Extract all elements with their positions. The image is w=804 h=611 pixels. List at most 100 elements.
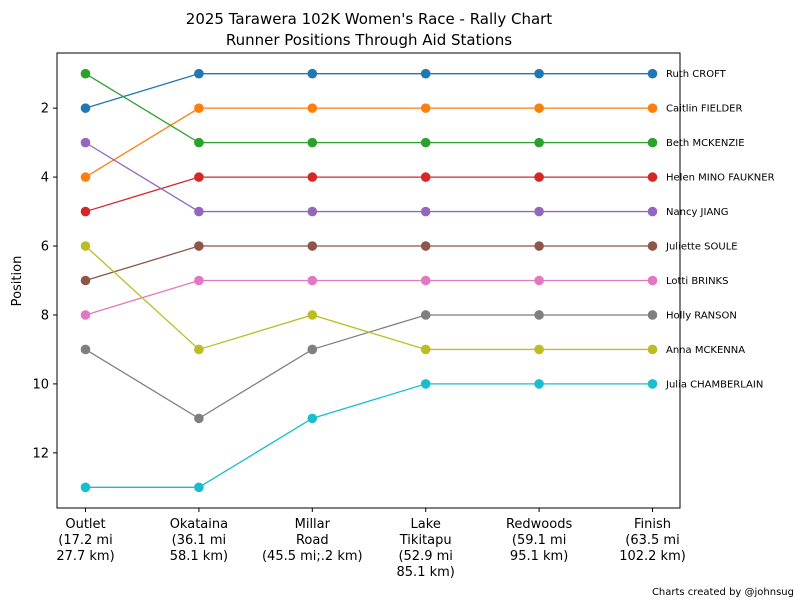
data-point: [307, 275, 318, 286]
data-point: [80, 275, 91, 286]
series-line: [85, 383, 653, 488]
data-point: [647, 172, 658, 182]
data-point: [194, 68, 204, 79]
x-tick-label: Lake Tikitapu (52.9 mi 85.1 km): [397, 517, 455, 580]
data-point: [80, 241, 91, 251]
data-point: [420, 137, 431, 148]
data-point: [534, 241, 544, 251]
data-point: [194, 344, 204, 355]
data-point: [534, 103, 544, 113]
data-point: [80, 344, 91, 355]
x-tick-label-line: 58.1 km): [170, 549, 228, 564]
x-tick-label-line: Okataina: [170, 517, 228, 532]
x-tick-label-line: (17.2 mi: [58, 533, 112, 548]
runner-label: Ruth CROFT: [666, 69, 727, 80]
data-point: [647, 344, 658, 355]
data-point: [420, 68, 431, 79]
data-point: [307, 344, 318, 355]
y-tick-label: 4: [41, 171, 49, 186]
data-point: [420, 103, 431, 113]
x-tick-label-line: Road: [296, 533, 329, 548]
data-point: [194, 413, 204, 424]
y-tick-label: 6: [41, 240, 49, 255]
x-tick-label: Redwoods (59.1 mi 95.1 km): [506, 517, 572, 564]
data-point: [80, 206, 91, 217]
data-point: [420, 172, 431, 182]
chart-title: 2025 Tarawera 102K Women's Race - Rally …: [186, 10, 553, 28]
series-line: [85, 107, 653, 178]
runner-label: Anna MCKENNA: [666, 345, 745, 356]
data-point: [80, 68, 91, 79]
data-point: [194, 206, 204, 217]
data-point: [194, 103, 204, 113]
data-point: [647, 310, 658, 320]
data-point: [194, 241, 204, 251]
data-point: [80, 310, 91, 320]
runner-label: Lotti BRINKS: [666, 276, 728, 287]
series-line: [85, 73, 653, 144]
x-tick-label-line: Redwoods: [506, 517, 572, 532]
series-line: [85, 245, 653, 351]
data-point: [307, 413, 318, 424]
data-point: [420, 206, 431, 217]
data-point: [307, 172, 318, 182]
runner-label: Caitlin FIELDER: [666, 104, 742, 115]
y-tick-label: 2: [41, 102, 49, 117]
x-tick-label-line: (63.5 mi: [625, 533, 679, 548]
data-point: [647, 68, 658, 79]
chart-subtitle: Runner Positions Through Aid Stations: [226, 31, 512, 49]
data-point: [194, 172, 204, 182]
data-point: [647, 206, 658, 217]
data-point: [80, 172, 91, 182]
x-tick-label-line: Lake: [411, 517, 441, 532]
data-point: [534, 68, 544, 79]
series-line: [85, 314, 653, 420]
x-tick-label-line: 27.7 km): [56, 549, 114, 564]
x-tick-label-line: Finish: [634, 517, 671, 532]
data-point: [80, 482, 91, 493]
x-tick-label-line: Tikitapu: [399, 533, 452, 548]
series-line: [85, 245, 653, 282]
x-tick-label-line: (45.5 mi;.2 km): [262, 549, 363, 564]
runner-label: Julia CHAMBERLAIN: [665, 379, 763, 390]
y-tick-label: 8: [41, 308, 49, 323]
data-point: [194, 137, 204, 148]
data-point: [534, 172, 544, 182]
y-tick-label: 12: [32, 446, 49, 461]
x-tick-label-line: Millar: [295, 517, 331, 532]
data-point: [307, 310, 318, 320]
runner-label: Helen MINO FAUKNER: [666, 173, 775, 184]
data-point: [307, 103, 318, 113]
data-point: [307, 137, 318, 148]
data-point: [307, 68, 318, 79]
runner-label: Holly RANSON: [666, 310, 737, 321]
data-point: [420, 241, 431, 251]
runner-label: Juliette SOULE: [665, 242, 738, 253]
x-tick-label-line: (52.9 mi: [398, 549, 452, 564]
runner-label: Nancy JIANG: [666, 207, 729, 218]
data-point: [534, 379, 544, 389]
series-line: [85, 142, 653, 213]
x-tick-label-line: 102.2 km): [619, 549, 686, 564]
data-point: [647, 103, 658, 113]
y-axis-label: Position: [10, 256, 25, 307]
x-tick-label-line: 95.1 km): [510, 549, 568, 564]
x-tick-label: Outlet (17.2 mi 27.7 km): [56, 517, 114, 564]
data-point: [534, 137, 544, 148]
runner-label: Beth MCKENZIE: [666, 138, 745, 149]
data-point: [420, 379, 431, 389]
data-point: [534, 310, 544, 320]
x-tick-label: Millar Road (45.5 mi;.2 km): [262, 517, 363, 564]
series-line: [85, 73, 653, 109]
series-line: [85, 279, 653, 316]
data-point: [194, 275, 204, 286]
data-point: [194, 482, 204, 493]
x-tick-label-line: (36.1 mi: [172, 533, 226, 548]
data-point: [534, 275, 544, 286]
data-point: [647, 275, 658, 286]
data-point: [647, 241, 658, 251]
x-tick-label-line: Outlet: [65, 517, 105, 532]
series-line: [85, 176, 653, 213]
x-tick-label: Okataina (36.1 mi 58.1 km): [170, 517, 228, 564]
